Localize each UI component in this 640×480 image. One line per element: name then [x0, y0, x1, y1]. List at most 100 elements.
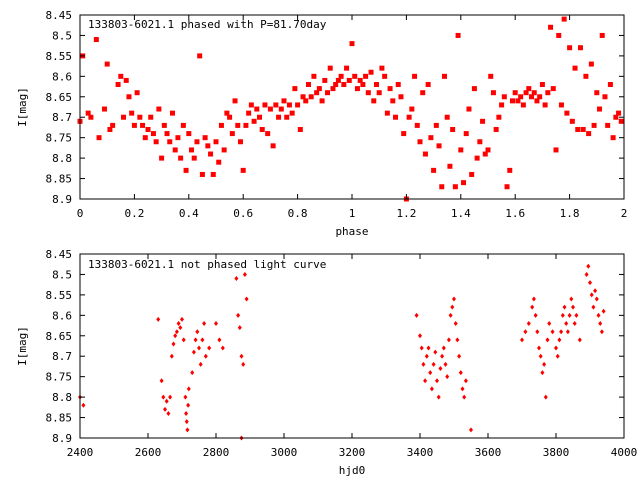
unphased-y-tick-label: 8.9 [52, 432, 72, 445]
phased-y-tick-label: 8.8 [52, 152, 72, 165]
phased-data-point [395, 82, 401, 88]
unphased-chart-title: 133803-6021.1 not phased light curve [88, 258, 326, 271]
unphased-data-point [564, 321, 569, 327]
unphased-data-point [589, 292, 594, 298]
unphased-data-point [164, 398, 169, 404]
phased-data-point [499, 102, 505, 108]
phased-data-point [586, 131, 592, 137]
phased-data-point [550, 86, 556, 92]
phased-data-point [227, 114, 233, 120]
unphased-data-point [185, 427, 190, 433]
unphased-y-tick-label: 8.55 [46, 289, 73, 302]
phased-data-point [561, 16, 567, 22]
phased-y-axis-label: I[mag] [16, 87, 29, 127]
unphased-data-point [557, 337, 562, 343]
unphased-data-point [239, 353, 244, 359]
phased-data-point [96, 135, 102, 141]
phased-data-point [588, 61, 594, 67]
phased-data-point [537, 94, 543, 100]
phased-x-tick-label: 0.2 [124, 207, 144, 220]
unphased-x-tick-label: 3200 [339, 446, 366, 459]
phased-x-tick-label: 1.4 [451, 207, 471, 220]
phased-data-point [333, 82, 339, 88]
unphased-data-point [531, 296, 536, 302]
phased-data-point [580, 126, 586, 132]
unphased-data-point [171, 341, 176, 347]
phased-data-point [121, 114, 127, 120]
phased-data-point [221, 147, 227, 153]
phased-x-tick-labels: 0 0.2 0.4 0.6 0.8 1 1.2 1.4 1.6 1.8 2 [77, 207, 628, 220]
phased-data-point [422, 151, 428, 157]
unphased-x-tick-label: 3400 [407, 446, 434, 459]
unphased-data-point [533, 312, 538, 318]
phased-data-point [270, 143, 276, 149]
unphased-data-point [538, 353, 543, 359]
unphased-data-point [559, 329, 564, 335]
phased-data-point [300, 94, 306, 100]
phased-data-point [485, 147, 491, 153]
phased-data-point [382, 73, 388, 79]
phased-data-point [178, 155, 184, 161]
unphased-data-point [599, 329, 604, 335]
unphased-data-point [241, 361, 246, 367]
phased-data-point [175, 135, 181, 141]
phased-y-tick-label: 8.55 [46, 50, 73, 63]
unphased-data-point [423, 378, 428, 384]
unphased-data-point [169, 353, 174, 359]
unphased-data-point [542, 361, 547, 367]
phased-data-point [477, 139, 483, 145]
unphased-data-point [598, 321, 603, 327]
phased-data-point [572, 65, 578, 71]
unphased-data-point [460, 386, 465, 392]
unphased-data-point [428, 370, 433, 376]
unphased-data-point [462, 394, 467, 400]
phased-data-point [85, 110, 91, 116]
phased-data-point [564, 110, 570, 116]
phased-x-tick-label: 0 [77, 207, 84, 220]
phased-data-point [183, 167, 189, 173]
phased-data-point [134, 90, 140, 96]
phased-data-point [344, 65, 350, 71]
phased-data-point [316, 86, 322, 92]
unphased-data-point [448, 312, 453, 318]
phased-data-point [357, 77, 363, 83]
unphased-x-tick-label: 2600 [135, 446, 162, 459]
unphased-data-point [452, 296, 456, 302]
phased-data-point [164, 131, 170, 137]
unphased-data-point [457, 353, 462, 359]
unphased-data-point [180, 316, 184, 322]
phased-data-point [507, 167, 513, 173]
phased-y-tick-label: 8.5 [52, 29, 72, 42]
unphased-data-point [593, 288, 598, 294]
phased-data-point [480, 118, 486, 124]
phased-data-point [262, 102, 268, 108]
unphased-y-tick-label: 8.6 [52, 309, 72, 322]
unphased-data-point [463, 378, 468, 384]
phased-data-point [314, 90, 320, 96]
phased-data-point [463, 131, 469, 137]
phased-data-point [169, 110, 175, 116]
unphased-data-point [446, 337, 451, 343]
phased-data-point [267, 106, 273, 112]
phased-plot-frame [79, 14, 625, 200]
unphased-x-tick-label: 4000 [611, 446, 638, 459]
phased-data-point [159, 155, 165, 161]
phased-data-point [393, 114, 399, 120]
phased-data-point [319, 98, 325, 104]
unphased-data-point [554, 345, 558, 351]
phased-data-point [161, 122, 167, 128]
phased-x-tick-label: 0.6 [233, 207, 253, 220]
unphased-data-point [535, 329, 540, 335]
phased-data-point [431, 167, 437, 173]
unphased-data-point [543, 394, 548, 400]
phased-y-tick-label: 8.75 [46, 132, 73, 145]
unphased-data-point [214, 321, 218, 327]
phased-data-point [229, 131, 235, 137]
phased-x-axis-label: phase [335, 225, 368, 238]
unphased-data-point [186, 402, 191, 408]
phased-data-point [409, 106, 415, 112]
phased-x-tick-label: 0.4 [179, 207, 199, 220]
unphased-data-point [197, 345, 201, 351]
phased-data-point [368, 69, 374, 75]
unphased-data-point [574, 312, 579, 318]
